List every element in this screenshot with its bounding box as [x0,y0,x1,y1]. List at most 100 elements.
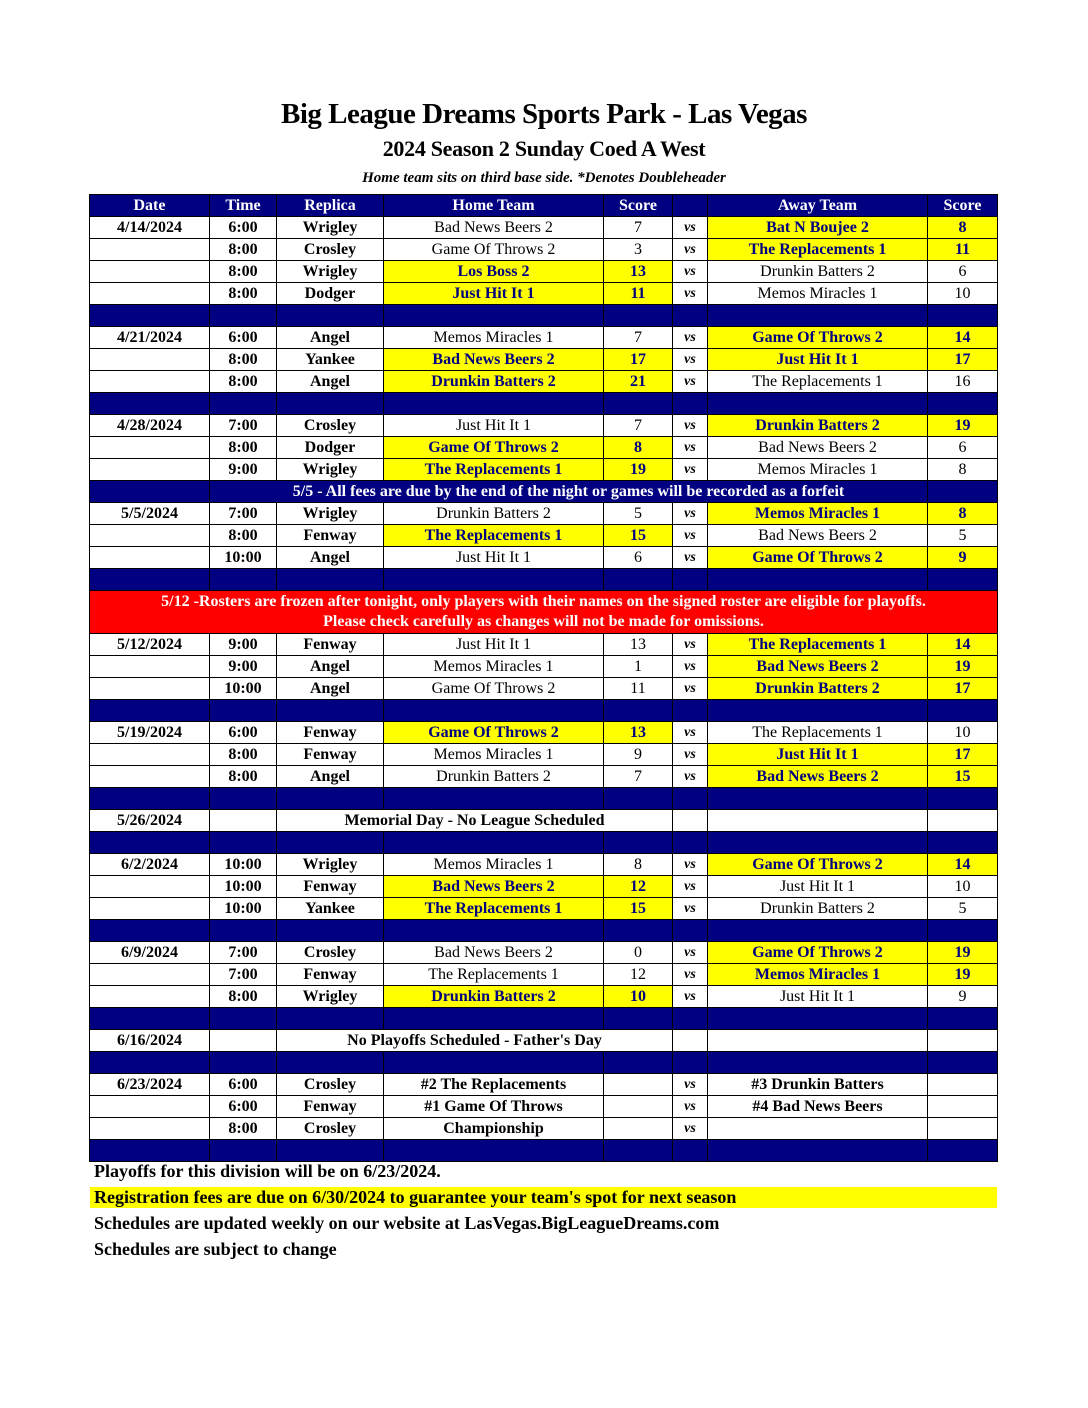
note-text: Memorial Day - No League Scheduled [276,809,673,832]
spacer-cell [276,831,384,854]
time-cell: 8:00 [209,1117,277,1140]
replica-field-cell: Wrigley [276,260,384,283]
home-team-cell: The Replacements 1 [383,897,604,920]
header-row: Date Time Replica Home Team Score Away T… [89,194,998,217]
vs-cell: vs [672,458,708,481]
home-score-cell: 8 [603,853,673,876]
vs-cell: vs [672,436,708,459]
replica-field-cell: Crosley [276,1117,384,1140]
vs-cell: vs [672,1073,708,1096]
away-score-cell [927,1029,998,1052]
spacer-cell [383,304,604,327]
playoff-game-row: 8:00 Crosley Championship vs [89,1117,998,1140]
away-score-cell: 17 [927,743,998,766]
game-row: 5/12/2024 9:00 Fenway Just Hit It 1 13 vs The … [89,633,998,656]
time-cell: 8:00 [209,238,277,261]
game-row: 9:00 Angel Memos Miracles 1 1 vs Bad News Bee… [89,655,998,678]
away-score-cell: 10 [927,721,998,744]
game-row: 4/21/2024 6:00 Angel Memos Miracles 1 7 vs Gam… [89,326,998,349]
page-subtitle: 2024 Season 2 Sunday Coed A West [382,136,706,161]
home-score-cell: 8 [603,436,673,459]
vs-cell: vs [672,941,708,964]
home-score-cell: 13 [603,633,673,656]
replica-field-cell: Wrigley [276,458,384,481]
home-score-cell [603,1073,673,1096]
replica-field-cell: Fenway [276,875,384,898]
game-row: 8:00 Dodger Game Of Throws 2 8 vs Bad News Be… [89,436,998,459]
away-team-cell [707,1117,928,1140]
home-score-cell: 7 [603,216,673,239]
away-team-cell: The Replacements 1 [707,370,928,393]
alert-line-1: 5/12 -Rosters are frozen after tonight, … [161,593,926,610]
spacer-cell [383,1051,604,1074]
game-row: 5/5/2024 7:00 Wrigley Drunkin Batters 2 5 vs M… [89,502,998,525]
replica-field-cell: Dodger [276,282,384,305]
spacer-cell [89,568,210,591]
away-team-cell: Drunkin Batters 2 [707,677,928,700]
spacer-cell [209,304,277,327]
away-score-cell: 19 [927,941,998,964]
date-cell: 5/5/2024 [89,502,210,525]
away-score-cell: 19 [927,414,998,437]
vs-cell: vs [672,853,708,876]
time-cell: 6:00 [209,721,277,744]
spacer-row [89,1007,998,1030]
away-team-cell: Just Hit It 1 [707,348,928,371]
vs-cell: vs [672,282,708,305]
game-row: 8:00 Wrigley Los Boss 2 13 vs Drunkin Batters… [89,260,998,283]
spacer-cell [672,392,708,415]
spacer-cell [383,1007,604,1030]
spacer-row [89,304,998,327]
spacer-cell [603,919,673,942]
home-team-note: Home team sits on third base side. *Deno… [362,170,726,186]
spacer-cell [927,304,998,327]
spacer-cell [209,699,277,722]
away-score-cell: 17 [927,677,998,700]
away-team-cell [707,1029,928,1052]
spacer-cell [927,392,998,415]
home-score-cell [603,1095,673,1118]
spacer-cell [209,787,277,810]
spacer-cell [276,1139,384,1162]
spacer-cell [89,1007,210,1030]
spacer-cell [383,699,604,722]
date-cell [89,677,210,700]
away-team-cell: Game Of Throws 2 [707,546,928,569]
spacer-cell [383,831,604,854]
time-cell: 9:00 [209,458,277,481]
replica-field-cell: Fenway [276,963,384,986]
away-score-cell: 6 [927,436,998,459]
date-cell [89,546,210,569]
date-cell [89,370,210,393]
time-cell: 6:00 [209,1073,277,1096]
away-score-cell: 8 [927,502,998,525]
spacer-row [89,568,998,591]
home-score-cell: 11 [603,282,673,305]
away-team-cell: Bad News Beers 2 [707,524,928,547]
away-team-cell: #4 Bad News Beers [707,1095,928,1118]
replica-field-cell: Yankee [276,348,384,371]
away-team-cell: The Replacements 1 [707,633,928,656]
away-score-cell: 5 [927,524,998,547]
roster-alert-row: 5/12 -Rosters are frozen after tonight, … [89,590,998,634]
no-games-row: 5/26/2024 Memorial Day - No League Schedu… [89,809,998,832]
vs-cell: vs [672,502,708,525]
vs-cell: vs [672,238,708,261]
spacer-cell [209,568,277,591]
home-score-cell: 0 [603,941,673,964]
home-score-cell: 7 [603,414,673,437]
replica-field-cell: Crosley [276,941,384,964]
away-team-cell: Drunkin Batters 2 [707,414,928,437]
replica-field-cell: Crosley [276,414,384,437]
home-team-cell: #2 The Replacements [383,1073,604,1096]
spacer-cell [672,1139,708,1162]
away-score-cell [927,1095,998,1118]
footer-website: Schedules are updated weekly on our webs… [94,1213,720,1233]
header-away-score: Score [927,194,998,217]
time-cell: 7:00 [209,414,277,437]
game-row: 8:00 Dodger Just Hit It 1 11 vs Memos Miracle… [89,282,998,305]
time-cell [209,1029,277,1052]
replica-field-cell: Wrigley [276,985,384,1008]
game-row: 9:00 Wrigley The Replacements 1 19 vs Memos M… [89,458,998,481]
home-team-cell: Drunkin Batters 2 [383,370,604,393]
